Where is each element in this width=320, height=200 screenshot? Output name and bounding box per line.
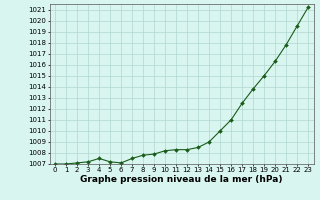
X-axis label: Graphe pression niveau de la mer (hPa): Graphe pression niveau de la mer (hPa)	[80, 175, 283, 184]
